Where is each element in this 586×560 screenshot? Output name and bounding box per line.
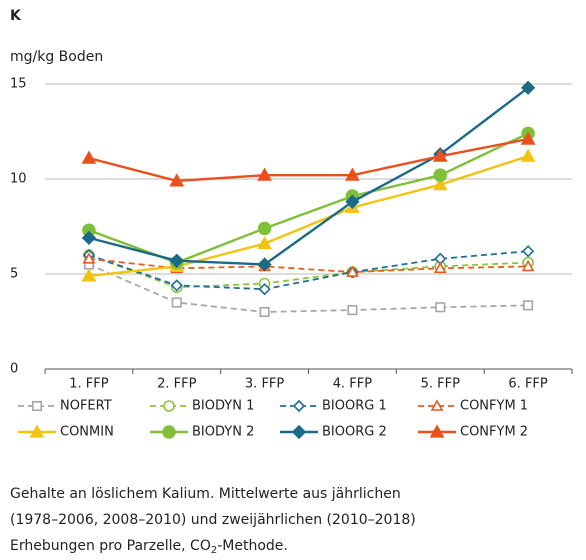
marker bbox=[81, 150, 97, 164]
series-line bbox=[88, 155, 529, 278]
marker bbox=[29, 424, 45, 438]
marker bbox=[171, 297, 182, 308]
x-tick-label: 1. FFP bbox=[69, 377, 108, 392]
legend-label: BIOORG 2 bbox=[322, 425, 387, 440]
marker bbox=[523, 300, 534, 311]
marker bbox=[162, 425, 176, 439]
caption-subscript: 2 bbox=[211, 545, 217, 556]
x-tick-label: 3. FFP bbox=[245, 377, 284, 392]
marker bbox=[433, 168, 448, 182]
marker bbox=[346, 265, 359, 277]
marker bbox=[163, 400, 175, 412]
marker bbox=[429, 424, 445, 438]
series-line bbox=[88, 137, 529, 183]
marker bbox=[520, 80, 536, 95]
y-tick-label: 5 bbox=[10, 267, 18, 282]
y-tick-label: 0 bbox=[10, 362, 18, 377]
marker bbox=[258, 283, 271, 296]
marker bbox=[430, 399, 444, 411]
legend-label: CONFYM 1 bbox=[460, 399, 528, 414]
marker bbox=[170, 279, 183, 292]
legend-label: CONFYM 2 bbox=[460, 425, 528, 440]
marker bbox=[345, 167, 360, 181]
x-tick-label: 5. FFP bbox=[421, 377, 460, 392]
marker bbox=[520, 131, 536, 145]
marker bbox=[257, 257, 272, 272]
marker bbox=[521, 259, 535, 272]
marker bbox=[31, 400, 43, 412]
marker bbox=[259, 306, 270, 318]
marker bbox=[345, 194, 360, 209]
caption-text: -Methode. bbox=[217, 538, 288, 554]
series-line bbox=[88, 250, 529, 291]
y-axis-label: mg/kg Boden bbox=[10, 49, 103, 65]
marker bbox=[81, 268, 97, 282]
caption-line: Erhebungen pro Parzelle, CO2-Methode. bbox=[10, 538, 288, 556]
caption-text: Erhebungen pro Parzelle, CO bbox=[10, 538, 211, 554]
legend-label: BIODYN 1 bbox=[192, 399, 254, 414]
series-line bbox=[88, 254, 529, 289]
chart-title: K bbox=[10, 8, 22, 24]
series-line bbox=[88, 257, 529, 274]
marker bbox=[169, 253, 184, 268]
caption-line: Gehalte an löslichem Kalium. Mittelwerte… bbox=[10, 486, 401, 502]
y-tick-label: 15 bbox=[10, 77, 27, 92]
marker bbox=[169, 173, 185, 187]
marker bbox=[432, 148, 448, 162]
marker bbox=[520, 148, 536, 162]
legend-label: CONMIN bbox=[60, 425, 114, 440]
marker bbox=[257, 235, 272, 250]
caption-line: (1978–2006, 2008–2010) und zweijährliche… bbox=[10, 512, 416, 528]
x-tick-label: 4. FFP bbox=[333, 377, 372, 392]
x-tick-label: 6. FFP bbox=[508, 377, 547, 392]
x-tick-label: 2. FFP bbox=[157, 377, 196, 392]
marker bbox=[257, 221, 272, 236]
series-line bbox=[88, 86, 529, 266]
marker bbox=[433, 261, 447, 274]
marker bbox=[347, 305, 358, 316]
marker bbox=[82, 252, 96, 264]
legend-label: BIODYN 2 bbox=[192, 425, 254, 440]
marker bbox=[291, 424, 307, 440]
marker bbox=[81, 230, 97, 246]
legend-label: NOFERT bbox=[60, 399, 112, 414]
legend-label: BIOORG 1 bbox=[322, 399, 387, 414]
y-tick-label: 10 bbox=[10, 172, 27, 187]
marker bbox=[257, 167, 272, 181]
marker bbox=[432, 177, 448, 191]
marker bbox=[292, 399, 306, 413]
marker bbox=[521, 245, 535, 258]
marker bbox=[435, 302, 446, 313]
series-line bbox=[88, 263, 529, 313]
